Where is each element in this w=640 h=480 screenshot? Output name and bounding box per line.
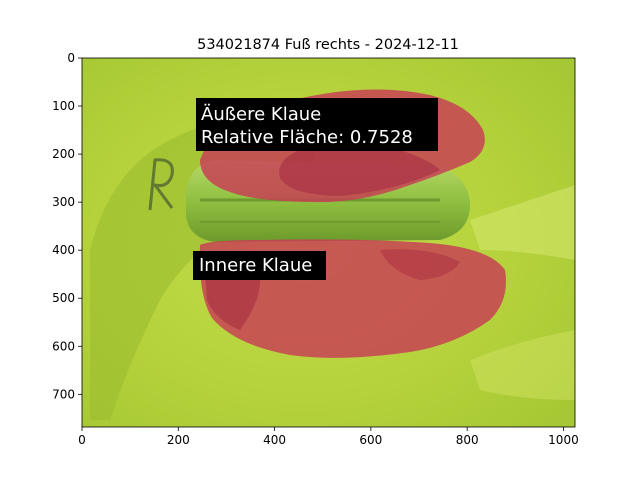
x-tick-label: 800 [456, 433, 479, 447]
x-axis: 0 200 400 600 800 1000 [78, 427, 579, 447]
photo-highlight [470, 185, 575, 260]
outer-claw-sole-texture [279, 145, 440, 196]
chart-title: 534021874 Fuß rechts - 2024-12-11 [197, 37, 459, 53]
y-tick-label: 300 [52, 195, 75, 209]
inner-claw-label-line-1: Innere Klaue [199, 255, 312, 276]
y-tick-label: 200 [52, 147, 75, 161]
x-tick-label: 0 [78, 433, 86, 447]
photo-highlight [470, 330, 575, 400]
inner-claw-label: Innere Klaue [193, 251, 326, 280]
y-tick-label: 400 [52, 243, 75, 257]
x-tick-label: 1000 [548, 433, 579, 447]
inner-claw-sole-texture [380, 249, 460, 280]
outer-claw-label-line-1: Äußere Klaue [201, 104, 321, 125]
axes-frame [81, 57, 576, 428]
y-tick-label: 600 [52, 339, 75, 353]
outer-claw-label: Äußere Klaue Relative Fläche: 0.7528 [196, 98, 438, 151]
y-tick-label: 100 [52, 99, 75, 113]
inner-claw-sole-texture [205, 266, 261, 330]
x-tick-label: 600 [359, 433, 382, 447]
outer-claw-label-box [196, 98, 438, 151]
y-axis: 0 100 200 300 400 500 600 700 [52, 51, 82, 401]
x-tick-label: 200 [167, 433, 190, 447]
y-tick-label: 0 [67, 51, 75, 65]
y-tick-label: 700 [52, 387, 75, 401]
x-tick-label: 400 [263, 433, 286, 447]
marker-letter [148, 158, 174, 211]
inner-claw-label-box [193, 251, 326, 280]
outer-claw-label-line-2: Relative Fläche: 0.7528 [201, 127, 413, 148]
y-tick-label: 500 [52, 291, 75, 305]
